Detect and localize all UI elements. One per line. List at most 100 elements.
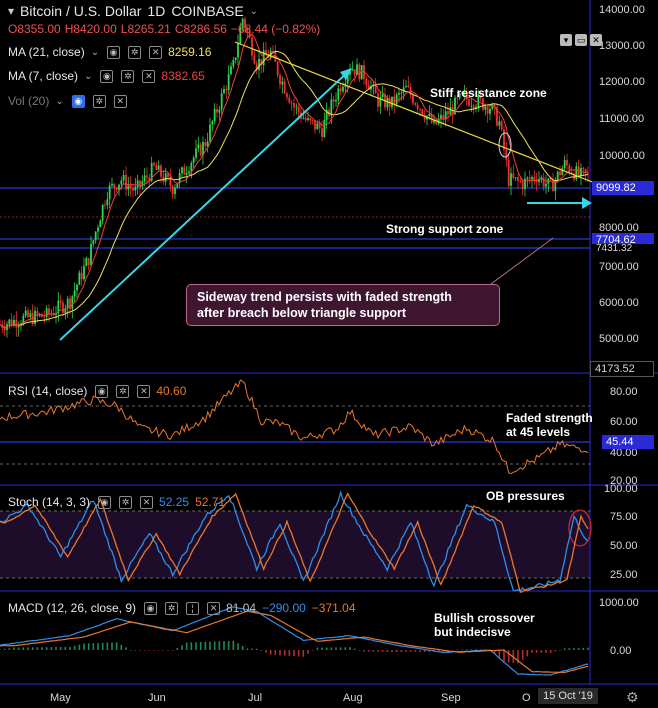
macd-hist-bar: [517, 650, 519, 664]
candle-body: [346, 74, 349, 84]
candle-body: [318, 123, 321, 129]
chevron-down-icon[interactable]: ⌄: [84, 70, 93, 82]
macd-hist-bar: [442, 650, 445, 653]
eye-icon[interactable]: ◉: [107, 45, 121, 59]
macd-hist-bar: [171, 650, 174, 651]
ma21-line: [0, 50, 589, 329]
candle-body: [211, 121, 214, 125]
x-tick-sep: Sep: [441, 692, 461, 704]
pane-controls: ▾ ▭ ✕: [560, 34, 602, 46]
close-icon[interactable]: ✕: [113, 94, 127, 108]
macd-hist-bar: [106, 642, 109, 650]
stoch-tick: 75.00: [610, 511, 638, 523]
macd-hist-bar: [554, 650, 557, 652]
candle-body: [440, 114, 442, 120]
chevron-down-icon[interactable]: ⌄: [55, 95, 64, 107]
candle-body: [295, 106, 298, 108]
candle-body: [358, 64, 361, 80]
candle-body: [517, 177, 519, 181]
price-tick: 5000.00: [599, 333, 639, 345]
macd-hist-bar: [531, 650, 533, 653]
chevron-down-icon[interactable]: ⌄: [249, 5, 259, 17]
maximize-icon[interactable]: ▭: [575, 34, 587, 46]
candle-body: [167, 173, 169, 178]
low-price-tag: 4173.52: [590, 361, 654, 377]
candle-body: [132, 187, 134, 191]
macd-hist-bar: [176, 648, 179, 650]
chevron-down-icon[interactable]: ⌄: [90, 46, 100, 58]
price-candles: [0, 16, 589, 338]
chevron-down-icon[interactable]: ▾: [8, 4, 15, 18]
close-icon[interactable]: ✕: [149, 45, 163, 59]
candle-body: [549, 178, 552, 180]
macd-hist-bar: [335, 647, 337, 650]
info-icon[interactable]: ¦: [186, 601, 200, 615]
close-icon[interactable]: ✕: [137, 384, 151, 398]
gear-icon[interactable]: ✲: [165, 601, 179, 615]
candle-body: [475, 106, 477, 109]
macd-hist-bar: [568, 648, 571, 650]
macd-hist-bar: [405, 650, 407, 652]
macd-hist-bar: [475, 649, 477, 651]
candle-body: [498, 121, 501, 126]
interval[interactable]: 1D: [147, 3, 166, 19]
eye-icon[interactable]: ◉: [100, 69, 114, 83]
macd-hist-bar: [386, 650, 389, 652]
macd-hist-bar: [293, 650, 295, 657]
candle-body: [101, 204, 104, 221]
candle-body: [381, 94, 384, 98]
candle-body: [428, 114, 431, 117]
gear-icon[interactable]: ⚙: [626, 689, 639, 705]
close-icon[interactable]: ✕: [140, 495, 154, 509]
gear-icon[interactable]: ✲: [128, 45, 142, 59]
gear-icon[interactable]: ✲: [119, 495, 133, 509]
breach-circle: [498, 132, 512, 158]
eye-icon[interactable]: ◉: [144, 601, 158, 615]
collapse-icon[interactable]: ▾: [560, 34, 572, 46]
candle-body: [524, 178, 526, 190]
resistance-price-tag: 9099.82: [592, 181, 654, 195]
candle-body: [379, 97, 382, 107]
gear-icon[interactable]: ✲: [116, 384, 130, 398]
macd-hist-bar: [8, 648, 11, 650]
candle-body: [470, 105, 473, 107]
candle-body: [29, 313, 32, 318]
macd-hist-bar: [521, 650, 524, 660]
close-icon[interactable]: ✕: [142, 69, 156, 83]
candle-body: [342, 86, 344, 92]
gear-icon[interactable]: ✲: [121, 69, 135, 83]
candle-body: [15, 319, 18, 328]
candle-body: [78, 272, 81, 285]
rsi-line: [0, 379, 589, 475]
macd-hist-bar: [218, 641, 221, 650]
candle-body: [489, 109, 491, 114]
candle-body: [468, 99, 470, 106]
candle-body: [316, 123, 319, 130]
close-icon[interactable]: ✕: [207, 601, 221, 615]
candle-body: [66, 298, 69, 309]
ob-circle: [568, 509, 592, 547]
macd-hist-bar: [311, 650, 314, 651]
macd-legend: MACD (12, 26, close, 9) ◉ ✲ ¦ ✕ 81.04 −290.…: [8, 601, 356, 615]
macd-hist-bar: [409, 650, 412, 652]
candle-body: [204, 142, 207, 147]
ohlc-row: O8355.00 H8420.00 L8265.21 C8286.56 −68.…: [8, 22, 320, 36]
macd-hist-bar: [213, 641, 216, 650]
macd-hist-bar: [451, 650, 454, 651]
gear-icon[interactable]: ✲: [92, 94, 106, 108]
macd-hist-bar: [302, 650, 305, 657]
macd-hist-bar: [120, 644, 123, 650]
candle-body: [83, 265, 85, 280]
macd-hist-bar: [27, 647, 29, 650]
macd-hist-bar: [162, 650, 165, 651]
candle-body: [386, 97, 389, 108]
close-icon[interactable]: ✕: [590, 34, 602, 46]
macd-hist-bar: [391, 650, 393, 653]
candle-body: [106, 199, 109, 206]
macd-tick: 1000.00: [599, 597, 639, 609]
eye-icon[interactable]: ◉: [71, 94, 85, 108]
candle-body: [246, 28, 249, 32]
eye-icon[interactable]: ◉: [98, 495, 112, 509]
macd-hist-bar: [377, 650, 379, 652]
eye-icon[interactable]: ◉: [95, 384, 109, 398]
